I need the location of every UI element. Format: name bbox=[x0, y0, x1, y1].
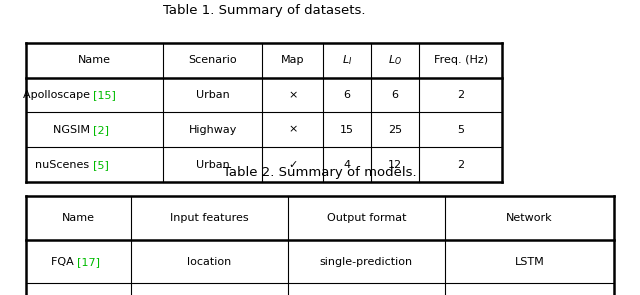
Text: 2: 2 bbox=[457, 160, 465, 170]
Text: $L_O$: $L_O$ bbox=[388, 53, 402, 67]
Text: 5: 5 bbox=[458, 125, 464, 135]
Text: single-prediction: single-prediction bbox=[320, 257, 413, 267]
Text: ×: × bbox=[288, 125, 298, 135]
Text: Map: Map bbox=[281, 55, 305, 65]
Text: Table 1. Summary of datasets.: Table 1. Summary of datasets. bbox=[163, 4, 365, 17]
Text: NGSIM: NGSIM bbox=[52, 125, 93, 135]
Text: Scenario: Scenario bbox=[189, 55, 237, 65]
Text: LSTM: LSTM bbox=[515, 257, 545, 267]
Text: $L_I$: $L_I$ bbox=[342, 53, 353, 67]
Text: Input features: Input features bbox=[170, 213, 249, 223]
Text: Apolloscape: Apolloscape bbox=[22, 90, 93, 100]
Text: [2]: [2] bbox=[93, 125, 109, 135]
Text: 4: 4 bbox=[344, 160, 351, 170]
Text: Output format: Output format bbox=[326, 213, 406, 223]
Text: 15: 15 bbox=[340, 125, 354, 135]
Text: [5]: [5] bbox=[93, 160, 109, 170]
Text: Table 2. Summary of models.: Table 2. Summary of models. bbox=[223, 166, 417, 179]
Text: 6: 6 bbox=[344, 90, 351, 100]
Text: ✓: ✓ bbox=[288, 160, 298, 170]
Text: ×: × bbox=[288, 90, 298, 100]
Text: Network: Network bbox=[506, 213, 553, 223]
Text: Name: Name bbox=[62, 213, 95, 223]
Text: [17]: [17] bbox=[77, 257, 100, 267]
Text: FQA: FQA bbox=[51, 257, 77, 267]
Text: Urban: Urban bbox=[196, 160, 230, 170]
Text: [15]: [15] bbox=[93, 90, 116, 100]
Text: Highway: Highway bbox=[189, 125, 237, 135]
Text: 2: 2 bbox=[457, 90, 465, 100]
Text: nuScenes: nuScenes bbox=[35, 160, 93, 170]
Text: 25: 25 bbox=[388, 125, 403, 135]
Text: Freq. (Hz): Freq. (Hz) bbox=[434, 55, 488, 65]
Text: 6: 6 bbox=[392, 90, 399, 100]
Text: Name: Name bbox=[78, 55, 111, 65]
Text: location: location bbox=[188, 257, 232, 267]
Text: 12: 12 bbox=[388, 160, 403, 170]
Text: Urban: Urban bbox=[196, 90, 230, 100]
